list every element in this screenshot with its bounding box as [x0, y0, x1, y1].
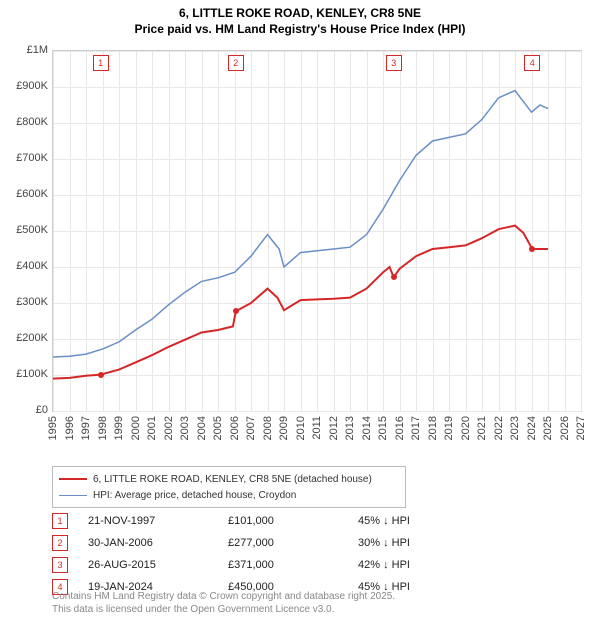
y-axis-label: £100K	[16, 368, 48, 380]
x-axis-label: 2014	[361, 416, 373, 440]
x-axis-label: 2023	[509, 416, 521, 440]
event-date: 30-JAN-2006	[88, 537, 228, 549]
x-axis-label: 2018	[427, 416, 439, 440]
line-series-svg	[53, 51, 581, 411]
x-axis-label: 1997	[80, 416, 92, 440]
y-axis-label: £400K	[16, 260, 48, 272]
sale-marker-4: 4	[524, 55, 540, 71]
event-marker-box: 1	[52, 513, 68, 529]
event-date: 26-AUG-2015	[88, 559, 228, 571]
hpi-line	[53, 91, 548, 357]
event-diff: 42% ↓ HPI	[358, 559, 410, 571]
y-axis-label: £900K	[16, 80, 48, 92]
x-axis-label: 2015	[377, 416, 389, 440]
legend-swatch-hpi	[59, 495, 87, 496]
sale-dot	[529, 246, 535, 252]
y-axis-label: £600K	[16, 188, 48, 200]
plot-area: 1 2 3 4	[52, 50, 582, 412]
gridline-h	[53, 411, 581, 412]
x-axis-label: 2012	[328, 416, 340, 440]
sale-event-row: 1 21-NOV-1997£101,00045% ↓ HPI	[52, 510, 572, 532]
y-axis-label: £800K	[16, 116, 48, 128]
sale-event-row: 3 26-AUG-2015£371,00042% ↓ HPI	[52, 554, 572, 576]
legend-label-paid: 6, LITTLE ROKE ROAD, KENLEY, CR8 5NE (de…	[93, 474, 372, 485]
x-axis-label: 2006	[229, 416, 241, 440]
event-marker-box: 3	[52, 557, 68, 573]
y-axis-label: £700K	[16, 152, 48, 164]
x-axis-label: 2011	[311, 416, 323, 440]
sale-events-table: 1 21-NOV-1997£101,00045% ↓ HPI 2 30-JAN-200…	[52, 510, 572, 598]
sale-dot	[233, 308, 239, 314]
sale-marker-2: 2	[228, 55, 244, 71]
x-axis-label: 2004	[196, 416, 208, 440]
event-date: 21-NOV-1997	[88, 515, 228, 527]
x-axis-label: 2016	[394, 416, 406, 440]
footnote-line-1: Contains HM Land Registry data © Crown c…	[52, 591, 395, 602]
x-axis-label: 1996	[64, 416, 76, 440]
legend-item-hpi: HPI: Average price, detached house, Croy…	[59, 487, 399, 503]
x-axis-label: 2026	[559, 416, 571, 440]
x-axis-label: 2005	[212, 416, 224, 440]
paid-line	[53, 226, 548, 379]
sale-event-row: 2 30-JAN-2006£277,00030% ↓ HPI	[52, 532, 572, 554]
event-marker-box: 2	[52, 535, 68, 551]
sale-dot	[98, 372, 104, 378]
x-axis-label: 2024	[526, 416, 538, 440]
y-axis-label: £0	[36, 404, 48, 416]
event-price: £371,000	[228, 559, 358, 571]
title-line-2: Price paid vs. HM Land Registry's House …	[10, 22, 590, 38]
sale-dot	[391, 274, 397, 280]
x-axis-label: 2025	[542, 416, 554, 440]
event-price: £101,000	[228, 515, 358, 527]
title-line-1: 6, LITTLE ROKE ROAD, KENLEY, CR8 5NE	[10, 6, 590, 22]
x-axis-label: 2003	[179, 416, 191, 440]
event-price: £277,000	[228, 537, 358, 549]
x-axis-label: 1998	[97, 416, 109, 440]
footnote-line-2: This data is licensed under the Open Gov…	[52, 604, 334, 615]
x-axis-label: 2000	[130, 416, 142, 440]
event-diff: 45% ↓ HPI	[358, 515, 410, 527]
event-diff: 30% ↓ HPI	[358, 537, 410, 549]
x-axis-label: 2022	[493, 416, 505, 440]
x-axis-label: 1995	[47, 416, 59, 440]
x-axis-label: 2013	[344, 416, 356, 440]
sale-marker-1: 1	[93, 55, 109, 71]
chart-title: 6, LITTLE ROKE ROAD, KENLEY, CR8 5NE Pri…	[0, 0, 600, 39]
x-axis-label: 2007	[245, 416, 257, 440]
x-axis-label: 2009	[278, 416, 290, 440]
y-axis-label: £1M	[27, 44, 48, 56]
legend-label-hpi: HPI: Average price, detached house, Croy…	[93, 490, 296, 501]
x-axis-label: 2001	[146, 416, 158, 440]
x-axis-label: 1999	[113, 416, 125, 440]
y-axis-label: £500K	[16, 224, 48, 236]
x-axis-label: 2002	[163, 416, 175, 440]
x-axis-label: 2020	[460, 416, 472, 440]
x-axis-label: 2008	[262, 416, 274, 440]
x-axis-label: 2017	[410, 416, 422, 440]
footnote: Contains HM Land Registry data © Crown c…	[52, 590, 395, 616]
legend-swatch-paid	[59, 478, 87, 480]
gridline-v	[581, 51, 582, 411]
sale-marker-3: 3	[386, 55, 402, 71]
x-axis-label: 2019	[443, 416, 455, 440]
x-axis-label: 2027	[575, 416, 587, 440]
legend-item-paid: 6, LITTLE ROKE ROAD, KENLEY, CR8 5NE (de…	[59, 471, 399, 487]
x-axis-label: 2010	[295, 416, 307, 440]
legend: 6, LITTLE ROKE ROAD, KENLEY, CR8 5NE (de…	[52, 466, 406, 508]
y-axis-label: £300K	[16, 296, 48, 308]
x-axis-label: 2021	[476, 416, 488, 440]
y-axis-label: £200K	[16, 332, 48, 344]
